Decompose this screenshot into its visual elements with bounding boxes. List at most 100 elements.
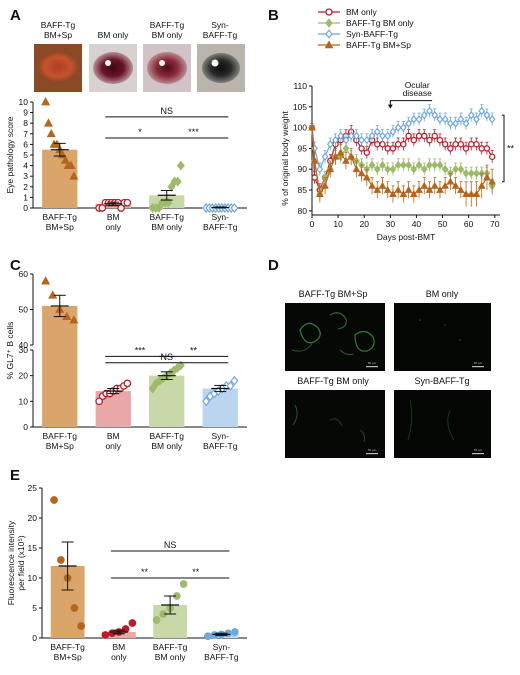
photo-label-2-line1: BM only bbox=[98, 30, 129, 40]
series-point bbox=[347, 131, 355, 141]
y-tick-label: 8 bbox=[23, 118, 28, 128]
series-point bbox=[362, 173, 371, 181]
series-point bbox=[368, 181, 376, 189]
y-tick-label: 50 bbox=[19, 305, 29, 315]
y-tick-label: 25 bbox=[28, 483, 38, 493]
series-point bbox=[426, 106, 433, 116]
series-point bbox=[363, 135, 371, 145]
series-point bbox=[384, 145, 391, 152]
x-tick-label: 30 bbox=[386, 219, 396, 229]
series-point bbox=[342, 135, 350, 145]
data-point bbox=[121, 625, 130, 633]
annotation-bracket bbox=[389, 100, 433, 107]
series-point bbox=[378, 181, 387, 189]
series-point bbox=[337, 131, 345, 141]
data-point bbox=[41, 97, 51, 106]
y-tick-label: 110 bbox=[293, 81, 307, 91]
data-point bbox=[154, 203, 163, 213]
series-point bbox=[321, 152, 329, 161]
series-point bbox=[415, 160, 423, 170]
panel-a-photo-labels: BAFF-Tg BM+Sp BM only BAFF-Tg BM only Sy… bbox=[41, 20, 238, 40]
series-point bbox=[373, 185, 382, 193]
y-tick-label: 5 bbox=[23, 150, 28, 160]
y-axis-label: % of original body weight bbox=[280, 111, 290, 206]
series-point bbox=[457, 165, 465, 174]
x-tick-label: 70 bbox=[490, 219, 500, 229]
category-label-line2: BM only bbox=[151, 441, 182, 451]
category-label-line1: BM bbox=[107, 431, 120, 441]
series-point bbox=[441, 181, 450, 189]
series-point bbox=[373, 165, 381, 174]
data-point bbox=[43, 118, 53, 127]
significance-bracket bbox=[502, 114, 505, 183]
series-point bbox=[473, 169, 480, 178]
y-tick-label: 0 bbox=[32, 633, 37, 643]
y-tick-label: 60 bbox=[19, 269, 29, 279]
scalebar-label-2: 50 µm bbox=[474, 361, 483, 365]
data-point bbox=[60, 155, 70, 164]
comparison-label: NS bbox=[160, 106, 173, 116]
micrograph-title-4: Syn-BAFF-Tg bbox=[414, 376, 469, 386]
y-tick-label: 3 bbox=[23, 171, 28, 181]
panel-letter-a: A bbox=[10, 7, 21, 24]
micrograph-title-3: BAFF-Tg BM only bbox=[297, 376, 369, 386]
panel-letter-c: C bbox=[10, 257, 21, 274]
series-point bbox=[431, 132, 438, 140]
scalebar-label-4: 50 µm bbox=[474, 448, 483, 452]
series-point bbox=[394, 123, 402, 132]
series-point bbox=[389, 190, 397, 198]
x-axis-label: Days post-BMT bbox=[377, 232, 436, 242]
category-label-line1: Syn- bbox=[213, 642, 231, 652]
series-point bbox=[363, 149, 371, 156]
y-tick-label: 105 bbox=[293, 102, 307, 112]
y-tick-label: 95 bbox=[298, 143, 308, 153]
series-point bbox=[410, 115, 418, 124]
y-tick-label: 15 bbox=[28, 543, 38, 553]
series-point bbox=[315, 190, 324, 198]
series-point bbox=[431, 110, 439, 120]
series-point bbox=[379, 160, 386, 170]
eye-photo-bm-only bbox=[89, 44, 137, 92]
category-label-line1: BAFF-Tg bbox=[50, 642, 85, 652]
series-point bbox=[472, 190, 481, 198]
comparison-label: ** bbox=[192, 567, 200, 577]
series-point bbox=[436, 185, 444, 193]
data-point bbox=[176, 160, 185, 171]
series-point bbox=[410, 165, 418, 174]
data-point bbox=[148, 383, 157, 394]
series-point bbox=[347, 152, 356, 160]
series-point bbox=[394, 160, 402, 170]
data-point bbox=[70, 604, 79, 612]
series-point bbox=[473, 115, 480, 124]
category-label-line1: BAFF-Tg bbox=[150, 431, 185, 441]
data-point bbox=[202, 396, 211, 407]
series-point bbox=[379, 131, 386, 141]
y-tick-label: 4 bbox=[23, 161, 28, 171]
legend-marker bbox=[325, 18, 333, 28]
series-point bbox=[425, 185, 434, 193]
series-point bbox=[368, 131, 376, 141]
data-point bbox=[123, 379, 132, 388]
y-axis-label-line2: per field (x10⁵) bbox=[16, 535, 26, 591]
category-label-line1: BAFF-Tg bbox=[43, 431, 78, 441]
series-point bbox=[342, 144, 350, 153]
category-label-line2: BM+Sp bbox=[54, 652, 82, 662]
scalebar-label-3: 50 µm bbox=[368, 448, 377, 452]
series-point bbox=[357, 169, 366, 177]
category-label-line1: BAFF-Tg bbox=[150, 212, 185, 222]
series-point bbox=[467, 190, 476, 198]
eye-photo-syn-baff bbox=[197, 44, 245, 92]
category-label-line2: BAFF-Tg bbox=[203, 441, 238, 451]
legend-marker bbox=[324, 40, 334, 49]
category-label-line2: BM only bbox=[151, 222, 182, 232]
series-point bbox=[478, 106, 486, 116]
category-label-line2: only bbox=[105, 222, 121, 232]
bar-0 bbox=[42, 305, 78, 427]
series-point bbox=[420, 181, 429, 189]
y-tick-label: 9 bbox=[23, 108, 28, 118]
series-point bbox=[379, 141, 386, 148]
series-point bbox=[331, 152, 340, 160]
series-point bbox=[368, 160, 376, 170]
series-point bbox=[400, 160, 407, 170]
series-point bbox=[384, 131, 392, 141]
